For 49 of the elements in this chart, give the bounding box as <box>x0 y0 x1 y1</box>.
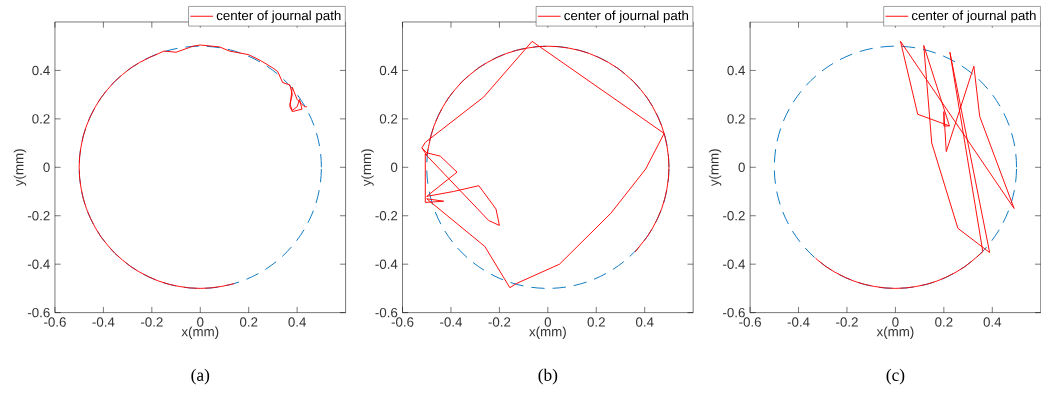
y-tick-label: 0.4 <box>32 65 50 75</box>
y-tick-label: -0.6 <box>375 307 398 318</box>
y-tick-label: 0.2 <box>727 113 745 124</box>
y-tick-label: -0.4 <box>375 259 398 269</box>
y-tick-label: 0 <box>43 162 50 172</box>
x-tick-label: 0.4 <box>983 317 1002 327</box>
x-tick-label: -0.6 <box>391 317 414 327</box>
text: (a) <box>191 368 210 385</box>
y-axis-title: y(mm) <box>708 149 722 186</box>
x-axis-title: x(mm) <box>876 326 914 339</box>
legend-label: center of journal path <box>216 10 341 23</box>
x-tick-label: -0.6 <box>44 317 66 327</box>
x-tick-label: 0.4 <box>635 317 654 327</box>
y-axis-title: y(mm) <box>361 149 374 186</box>
legend-label: center of journal path <box>911 10 1036 23</box>
y-tick-label: 0 <box>390 162 398 172</box>
y-tick-label: 0.4 <box>379 65 398 75</box>
x-tick-label: -0.2 <box>488 317 511 327</box>
x-tick-label: 0.2 <box>935 317 953 327</box>
x-tick-label: -0.4 <box>440 317 463 327</box>
x-tick-label: -0.4 <box>787 317 810 327</box>
y-tick-label: -0.2 <box>375 210 398 221</box>
text: (c) <box>886 368 905 385</box>
x-tick-label: 0 <box>544 317 552 327</box>
x-axis-title: x(mm) <box>181 326 219 339</box>
y-tick-label: -0.6 <box>27 307 50 318</box>
text: (b) <box>538 368 558 385</box>
x-tick-label: 0.4 <box>288 317 307 327</box>
y-axis-title: y(mm) <box>13 149 27 186</box>
x-tick-label: -0.2 <box>140 317 163 327</box>
x-tick-label: -0.4 <box>92 317 115 327</box>
y-tick-label: -0.4 <box>27 259 50 269</box>
legend-label: center of journal path <box>564 10 688 23</box>
y-tick-label: -0.6 <box>723 307 745 318</box>
x-tick-label: 0 <box>197 317 204 327</box>
x-tick-label: 0 <box>892 317 899 327</box>
line-series <box>815 40 1015 289</box>
y-tick-label: -0.4 <box>723 259 745 269</box>
x-tick-label: -0.6 <box>739 317 761 327</box>
y-tick-label: -0.2 <box>723 210 745 221</box>
x-axis-title: x(mm) <box>529 326 566 339</box>
x-tick-label: 0.2 <box>587 317 605 327</box>
y-tick-label: 0.4 <box>727 65 746 75</box>
x-tick-label: -0.2 <box>836 317 858 327</box>
y-tick-label: 0.2 <box>32 113 50 124</box>
x-tick-label: 0.2 <box>239 317 258 327</box>
y-tick-label: -0.2 <box>27 210 50 221</box>
y-tick-label: 0 <box>738 162 745 172</box>
y-tick-label: 0.2 <box>379 113 398 124</box>
